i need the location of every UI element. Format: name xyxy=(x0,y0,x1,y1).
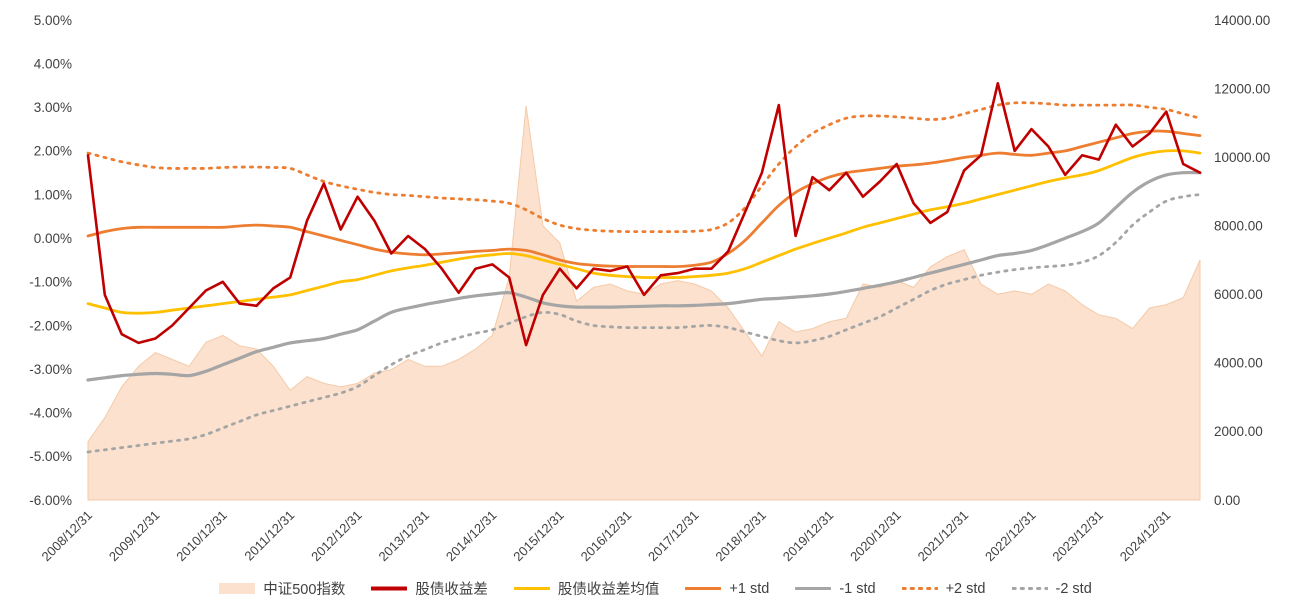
legend-swatch-spread-mean-line-icon xyxy=(513,587,550,590)
series-line-plus2std xyxy=(86,101,1202,234)
y-axis-right-tick-label: 6000.00 xyxy=(1214,287,1263,302)
legend-label-spread: 股债收益差 xyxy=(415,582,488,598)
chart-plot-svg: 5.00% 4.00% 3.00% 2.00% 1.00% 0.00% -1.00% -2.0… xyxy=(29,13,1270,565)
legend-swatch-minus1std-line-icon xyxy=(795,587,832,590)
y-axis-right: 14000.00 12000.00 10000.00 8000.00 6000.00 40… xyxy=(1214,13,1270,508)
legend-swatch-minus2std-line-icon xyxy=(1011,587,1048,590)
x-axis-tick-label: 2015/12/31 xyxy=(510,508,567,565)
y-axis-right-tick-label: 10000.00 xyxy=(1214,150,1270,165)
y-axis-left-tick-label: 1.00% xyxy=(34,187,72,202)
x-axis-tick-label: 2012/12/31 xyxy=(308,508,365,565)
x-axis-tick-label: 2008/12/31 xyxy=(38,508,95,565)
legend-item-spread-mean: 股债收益差均值 xyxy=(513,578,660,599)
y-axis-left-tick-label: -1.00% xyxy=(29,275,72,290)
x-axis-tick-label: 2014/12/31 xyxy=(443,508,500,565)
legend-item-plus2std: +2 std xyxy=(901,580,986,597)
y-axis-left-tick-label: 0.00% xyxy=(34,231,72,246)
y-axis-left-tick-label: -6.00% xyxy=(29,493,72,508)
y-axis-left-tick-label: -4.00% xyxy=(29,406,72,421)
legend-label-spread-mean: 股债收益差均值 xyxy=(557,582,660,598)
y-axis-left-tick-label: 2.00% xyxy=(34,144,72,159)
y-axis-right-tick-label: 0.00 xyxy=(1214,493,1240,508)
x-axis-tick-label: 2013/12/31 xyxy=(375,508,432,565)
x-axis: 2008/12/31 2009/12/31 2010/12/31 2011/12/31… xyxy=(38,508,1173,565)
x-axis-tick-label: 2019/12/31 xyxy=(780,508,837,565)
y-axis-right-tick-label: 2000.00 xyxy=(1214,424,1263,439)
series-line-spread xyxy=(86,82,1202,347)
y-axis-right-tick-label: 8000.00 xyxy=(1214,219,1263,234)
y-axis-right-tick-label: 12000.00 xyxy=(1214,81,1270,96)
y-axis-right-tick-label: 4000.00 xyxy=(1214,356,1263,371)
y-axis-left-tick-label: -3.00% xyxy=(29,362,72,377)
series-line-spread-mean xyxy=(86,149,1202,315)
legend-label-plus2std: +2 std xyxy=(945,580,986,597)
series-group xyxy=(86,82,1202,501)
x-axis-tick-label: 2017/12/31 xyxy=(645,508,702,565)
legend-swatch-spread-line-icon xyxy=(371,586,408,591)
legend-item-plus1std: +1 std xyxy=(685,581,769,597)
legend-swatch-plus1std-line-icon xyxy=(685,587,722,590)
legend-item-minus1std: -1 std xyxy=(795,580,876,597)
legend-label-csi500: 中证500指数 xyxy=(263,582,346,598)
legend-label-plus1std: +1 std xyxy=(729,580,770,597)
y-axis-left-tick-label: 4.00% xyxy=(34,56,72,71)
x-axis-tick-label: 2022/12/31 xyxy=(982,508,1039,565)
y-axis-right-tick-label: 14000.00 xyxy=(1214,13,1270,28)
y-axis-left: 5.00% 4.00% 3.00% 2.00% 1.00% 0.00% -1.00% -2.0… xyxy=(29,13,72,508)
x-axis-tick-label: 2020/12/31 xyxy=(847,508,904,565)
legend-label-minus1std: -1 std xyxy=(839,580,876,597)
y-axis-left-tick-label: -5.00% xyxy=(29,449,72,464)
chart-legend: 中证500指数 股债收益差 股债收益差均值 +1 std -1 std +2 std -2 … xyxy=(0,578,1311,599)
x-axis-tick-label: 2016/12/31 xyxy=(578,508,635,565)
x-axis-tick-label: 2023/12/31 xyxy=(1049,508,1106,565)
series-line-minus2std xyxy=(86,193,1202,454)
x-axis-tick-label: 2011/12/31 xyxy=(241,508,297,564)
legend-item-spread: 股债收益差 xyxy=(371,578,488,599)
y-axis-left-tick-label: 3.00% xyxy=(34,100,72,115)
legend-item-csi500: 中证500指数 xyxy=(219,578,345,599)
legend-item-minus2std: -2 std xyxy=(1011,580,1092,597)
legend-swatch-plus2std-line-icon xyxy=(901,587,938,590)
legend-swatch-csi500-area-icon xyxy=(219,583,256,594)
series-line-minus1std xyxy=(86,170,1202,382)
x-axis-tick-label: 2010/12/31 xyxy=(173,508,230,565)
series-line-plus1std xyxy=(86,129,1202,269)
legend-label-minus2std: -2 std xyxy=(1055,580,1092,597)
x-axis-tick-label: 2024/12/31 xyxy=(1117,508,1174,565)
x-axis-tick-label: 2009/12/31 xyxy=(106,508,163,565)
y-axis-left-tick-label: 5.00% xyxy=(34,13,72,28)
y-axis-left-tick-label: -2.00% xyxy=(29,318,72,333)
series-area-csi500 xyxy=(87,105,1201,501)
x-axis-tick-label: 2018/12/31 xyxy=(712,508,769,565)
x-axis-tick-label: 2021/12/31 xyxy=(915,508,972,565)
